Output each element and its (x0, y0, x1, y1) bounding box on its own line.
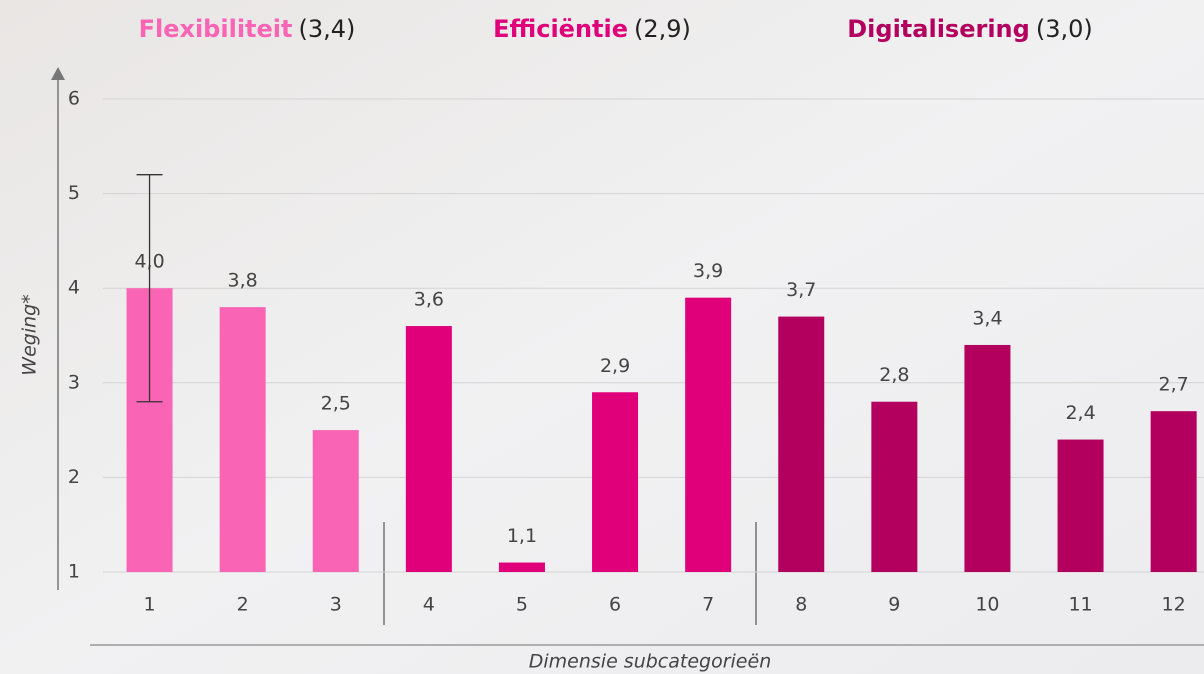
y-tick-label: 3 (68, 371, 80, 393)
group-name: Efficiëntie (493, 15, 628, 43)
x-tick-label: 4 (423, 594, 435, 616)
bar (313, 430, 359, 572)
x-axis-title: Dimensie subcategorieën (529, 651, 771, 673)
group-header: Efficiëntie(2,9) (493, 15, 691, 43)
value-label: 3,9 (693, 260, 723, 282)
group-name: Digitalisering (847, 15, 1030, 43)
group-header: Flexibiliteit(3,4) (139, 15, 356, 43)
bar (1058, 440, 1104, 572)
value-label: 3,7 (786, 279, 816, 301)
y-tick-label: 4 (68, 277, 80, 299)
group-score: (3,4) (299, 15, 356, 43)
y-axis-title: Weging* (19, 294, 41, 375)
bar (964, 345, 1010, 572)
value-label: 2,9 (600, 355, 630, 377)
y-tick-label: 1 (68, 561, 80, 583)
bar (406, 326, 452, 572)
bar (220, 307, 266, 572)
bar (592, 392, 638, 572)
x-tick-label: 6 (609, 594, 621, 616)
chart: Weging* Dimensie subcategorieën 123456Fl… (0, 0, 1204, 674)
x-tick-label: 8 (795, 594, 807, 616)
x-tick-label: 5 (516, 594, 528, 616)
group-score: (3,0) (1036, 15, 1093, 43)
background (0, 0, 1204, 674)
y-tick-label: 5 (68, 182, 80, 204)
value-label: 2,4 (1065, 402, 1095, 424)
x-tick-label: 11 (1068, 594, 1092, 616)
group-name: Flexibiliteit (139, 15, 293, 43)
x-tick-label: 12 (1162, 594, 1186, 616)
bar (871, 402, 917, 572)
value-label: 2,8 (879, 364, 909, 386)
value-label: 2,5 (321, 393, 351, 415)
value-label: 3,8 (228, 270, 258, 292)
group-score: (2,9) (634, 15, 691, 43)
x-tick-label: 3 (330, 594, 342, 616)
value-label: 3,4 (972, 307, 1002, 329)
x-tick-label: 9 (888, 594, 900, 616)
x-tick-label: 1 (144, 594, 156, 616)
x-tick-label: 2 (237, 594, 249, 616)
bar (778, 317, 824, 572)
bar (1151, 411, 1197, 572)
value-label: 3,6 (414, 289, 444, 311)
group-header: Digitalisering(3,0) (847, 15, 1092, 43)
bar (685, 298, 731, 572)
y-tick-label: 6 (68, 88, 80, 110)
value-label: 1,1 (507, 525, 537, 547)
x-tick-label: 7 (702, 594, 714, 616)
bar (499, 563, 545, 572)
value-label: 2,7 (1159, 374, 1189, 396)
y-tick-label: 2 (68, 466, 80, 488)
x-tick-label: 10 (975, 594, 999, 616)
